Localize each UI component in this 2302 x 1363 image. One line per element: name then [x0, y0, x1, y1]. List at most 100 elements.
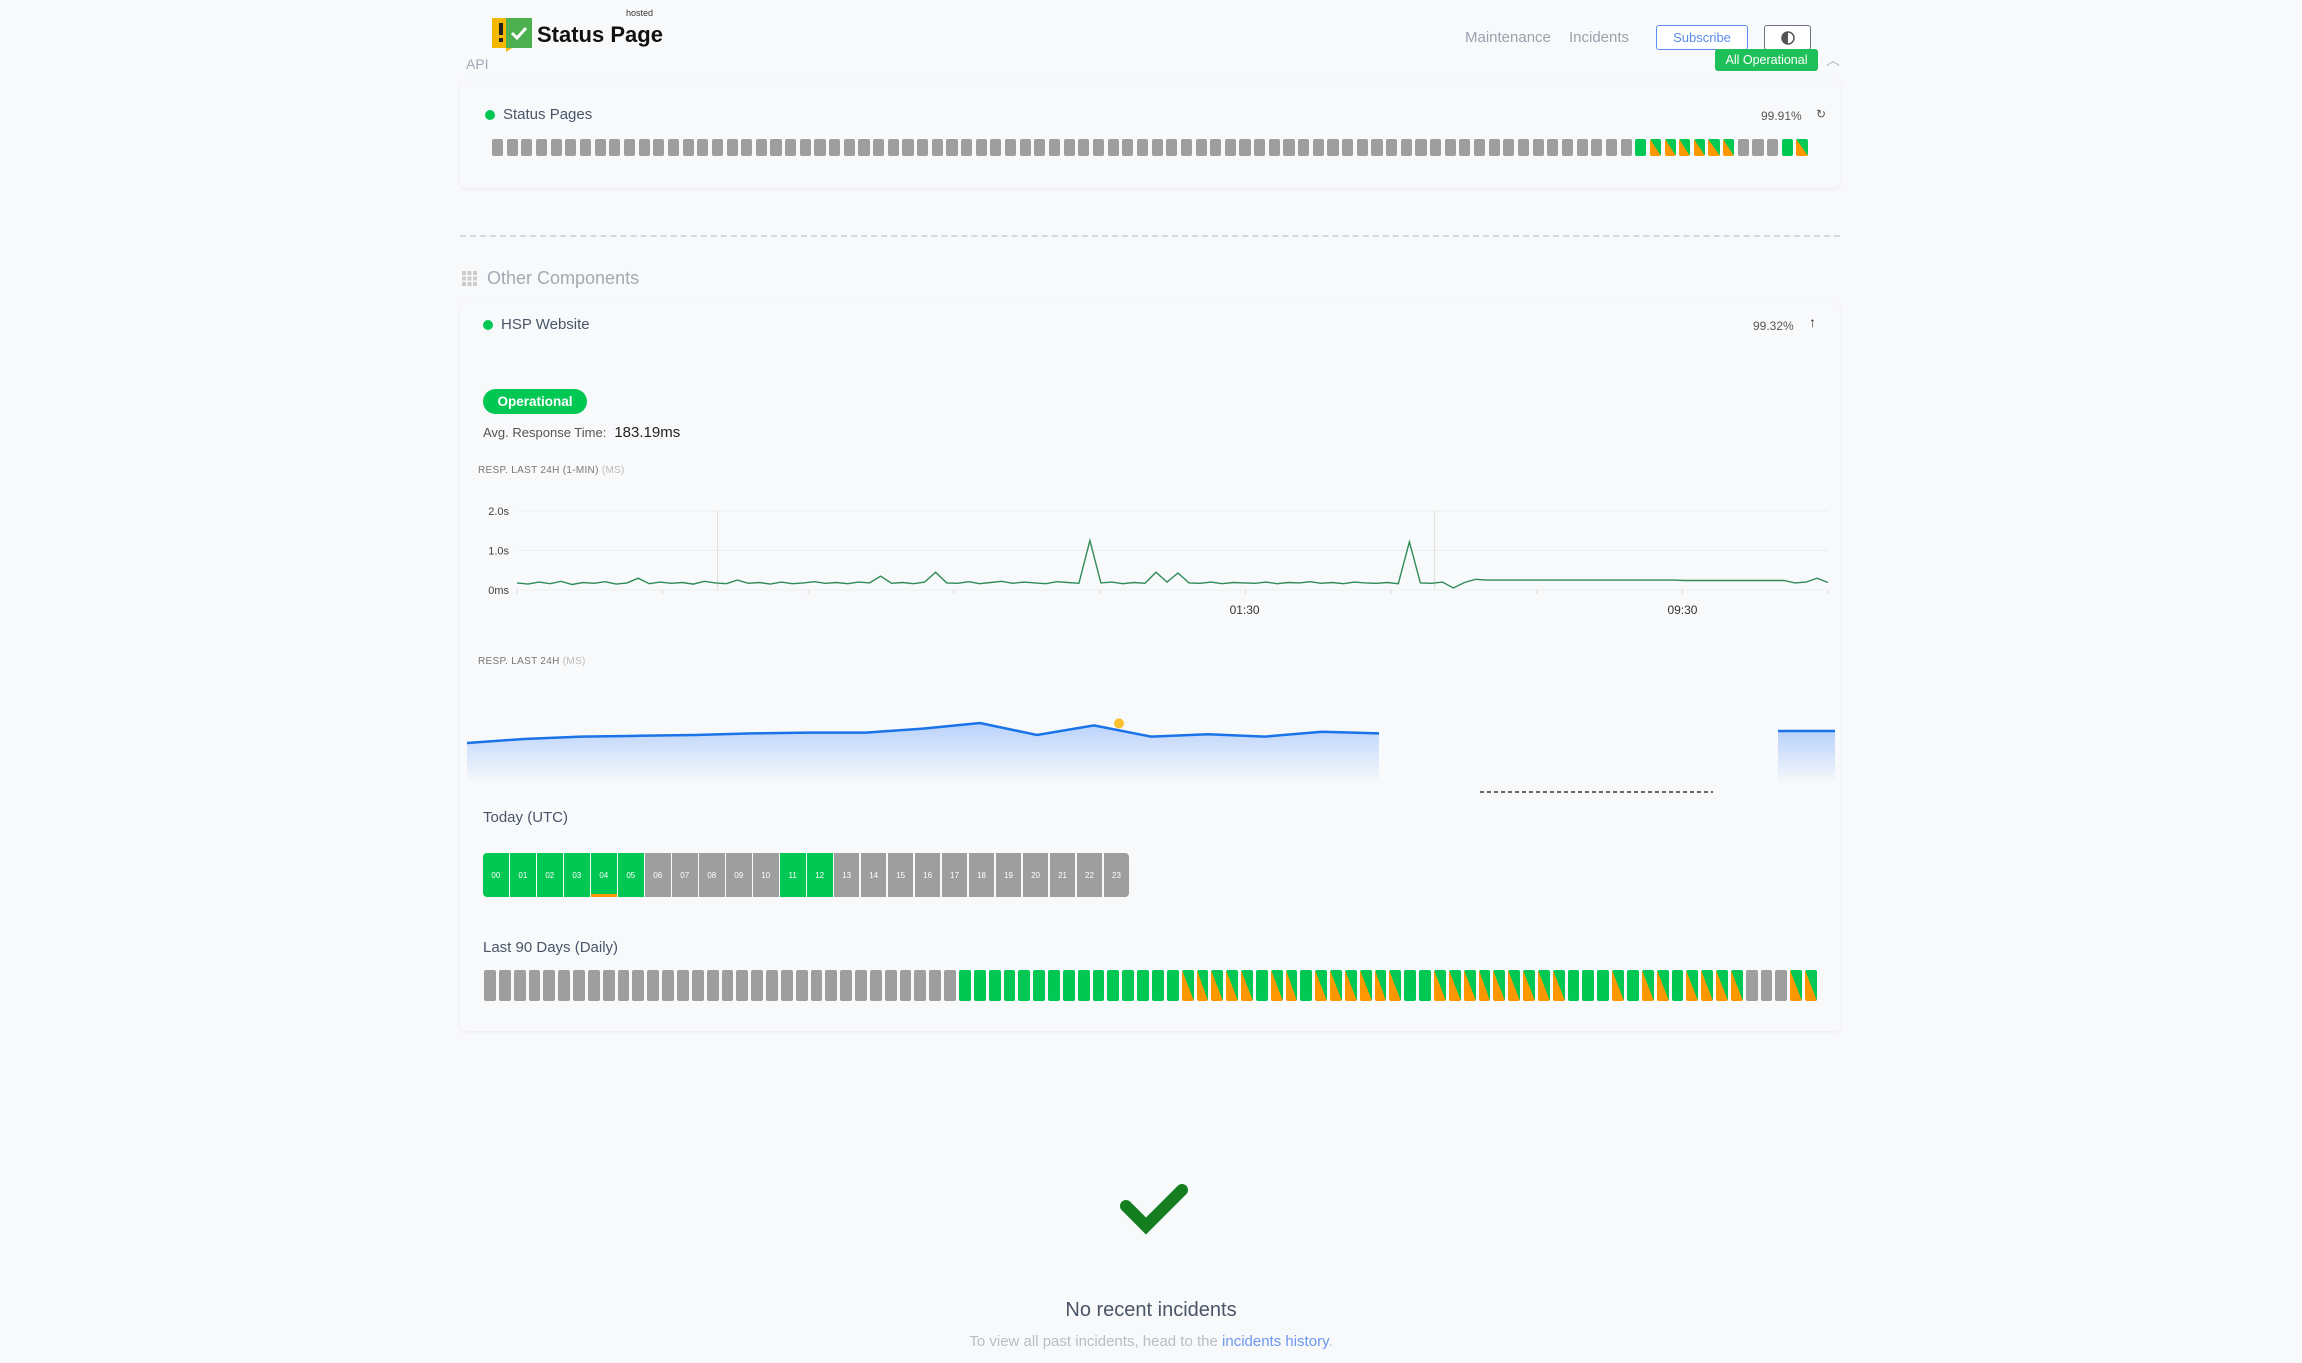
uptime-bar[interactable]: [682, 139, 694, 156]
uptime-bar[interactable]: [1210, 139, 1222, 156]
uptime-bar[interactable]: [858, 139, 870, 156]
uptime-bar[interactable]: [1034, 139, 1046, 156]
uptime-bar[interactable]: [676, 970, 689, 1001]
uptime-bar[interactable]: [1767, 139, 1779, 156]
uptime-bar[interactable]: [931, 139, 943, 156]
hour-cell[interactable]: 21: [1049, 853, 1076, 897]
uptime-bar[interactable]: [1078, 139, 1090, 156]
uptime-bar[interactable]: [594, 139, 606, 156]
uptime-bar[interactable]: [617, 970, 630, 1001]
hour-cell[interactable]: 14: [860, 853, 887, 897]
uptime-bar[interactable]: [959, 970, 971, 1001]
uptime-bar[interactable]: [914, 970, 927, 1001]
uptime-bar[interactable]: [1107, 139, 1119, 156]
uptime-bar[interactable]: [810, 970, 823, 1001]
uptime-bar[interactable]: [587, 970, 600, 1001]
uptime-bar[interactable]: [1181, 970, 1194, 1001]
uptime-bar[interactable]: [973, 970, 986, 1001]
uptime-bar[interactable]: [1597, 970, 1610, 1001]
uptime-bar[interactable]: [1137, 970, 1149, 1001]
uptime-bar[interactable]: [638, 139, 650, 156]
uptime-bar[interactable]: [602, 970, 615, 1001]
uptime-bar[interactable]: [751, 970, 764, 1001]
uptime-bar[interactable]: [1226, 970, 1239, 1001]
uptime-bar[interactable]: [1459, 139, 1471, 156]
uptime-bar[interactable]: [899, 970, 912, 1001]
uptime-bar[interactable]: [1473, 139, 1486, 156]
uptime-bar[interactable]: [1270, 970, 1283, 1001]
uptime-bar[interactable]: [917, 139, 929, 156]
uptime-bar[interactable]: [843, 139, 855, 156]
uptime-bar[interactable]: [1077, 970, 1090, 1001]
hour-cell[interactable]: 13: [833, 853, 860, 897]
uptime-bar[interactable]: [946, 139, 958, 156]
hour-cell[interactable]: 03: [563, 853, 590, 897]
uptime-bar[interactable]: [1448, 970, 1461, 1001]
uptime-bar[interactable]: [573, 970, 585, 1001]
uptime-bar[interactable]: [1415, 139, 1427, 156]
uptime-bar[interactable]: [1239, 139, 1251, 156]
uptime-bar[interactable]: [691, 970, 704, 1001]
uptime-bar[interactable]: [755, 139, 767, 156]
hour-cell[interactable]: 20: [1022, 853, 1049, 897]
uptime-bar[interactable]: [1523, 970, 1535, 1001]
uptime-bar[interactable]: [1327, 139, 1339, 156]
hour-cell[interactable]: 11: [779, 853, 806, 897]
uptime-bar[interactable]: [1003, 970, 1016, 1001]
hour-cell[interactable]: 09: [725, 853, 752, 897]
uptime-bar[interactable]: [1255, 970, 1268, 1001]
uptime-bar[interactable]: [1196, 970, 1209, 1001]
uptime-bar[interactable]: [1400, 139, 1412, 156]
uptime-bar[interactable]: [944, 970, 956, 1001]
uptime-bar[interactable]: [1434, 970, 1446, 1001]
uptime-bar[interactable]: [1716, 970, 1728, 1001]
uptime-bar[interactable]: [887, 139, 899, 156]
uptime-bar[interactable]: [873, 139, 885, 156]
hour-cell[interactable]: 02: [536, 853, 563, 897]
uptime-bar[interactable]: [1796, 139, 1808, 156]
uptime-bar[interactable]: [1737, 139, 1749, 156]
uptime-bar[interactable]: [1344, 970, 1357, 1001]
uptime-bar[interactable]: [565, 139, 577, 156]
uptime-bar[interactable]: [484, 970, 496, 1001]
uptime-bar[interactable]: [1254, 139, 1266, 156]
uptime-bar[interactable]: [1745, 970, 1758, 1001]
uptime-bar[interactable]: [550, 139, 562, 156]
hour-cell[interactable]: 16: [914, 853, 941, 897]
hour-cell[interactable]: 04: [590, 853, 617, 897]
uptime-bar[interactable]: [902, 139, 914, 156]
uptime-bar[interactable]: [825, 970, 838, 1001]
uptime-bar[interactable]: [1122, 970, 1135, 1001]
uptime-bar[interactable]: [884, 970, 897, 1001]
uptime-bar[interactable]: [706, 970, 719, 1001]
uptime-bar[interactable]: [1752, 139, 1764, 156]
uptime-bar[interactable]: [1033, 970, 1046, 1001]
chevron-up-icon[interactable]: ︿: [1826, 52, 1840, 68]
uptime-bar[interactable]: [766, 970, 778, 1001]
uptime-bar[interactable]: [929, 970, 942, 1001]
uptime-bar[interactable]: [1004, 139, 1017, 156]
uptime-bar[interactable]: [1063, 139, 1075, 156]
uptime-bar[interactable]: [770, 139, 782, 156]
uptime-bar[interactable]: [1547, 139, 1559, 156]
uptime-bar[interactable]: [579, 139, 592, 156]
subscribe-button[interactable]: Subscribe: [1656, 25, 1748, 50]
uptime-bar[interactable]: [528, 970, 541, 1001]
uptime-bar[interactable]: [1649, 139, 1661, 156]
uptime-bar[interactable]: [1268, 139, 1280, 156]
uptime-bar[interactable]: [1151, 139, 1163, 156]
hour-cell[interactable]: 01: [509, 853, 536, 897]
uptime-bar[interactable]: [1330, 970, 1342, 1001]
hour-cell[interactable]: 07: [671, 853, 698, 897]
uptime-bar[interactable]: [498, 970, 511, 1001]
uptime-bar[interactable]: [1775, 970, 1788, 1001]
uptime-bar[interactable]: [521, 139, 533, 156]
uptime-bar[interactable]: [1374, 970, 1387, 1001]
uptime-bar[interactable]: [814, 139, 826, 156]
nav-incidents[interactable]: Incidents: [1569, 29, 1630, 46]
uptime-bar[interactable]: [1537, 970, 1550, 1001]
incidents-history-link[interactable]: incidents history: [1222, 1333, 1329, 1350]
uptime-bar[interactable]: [1389, 970, 1402, 1001]
uptime-bar[interactable]: [799, 139, 811, 156]
uptime-bar[interactable]: [1386, 139, 1398, 156]
